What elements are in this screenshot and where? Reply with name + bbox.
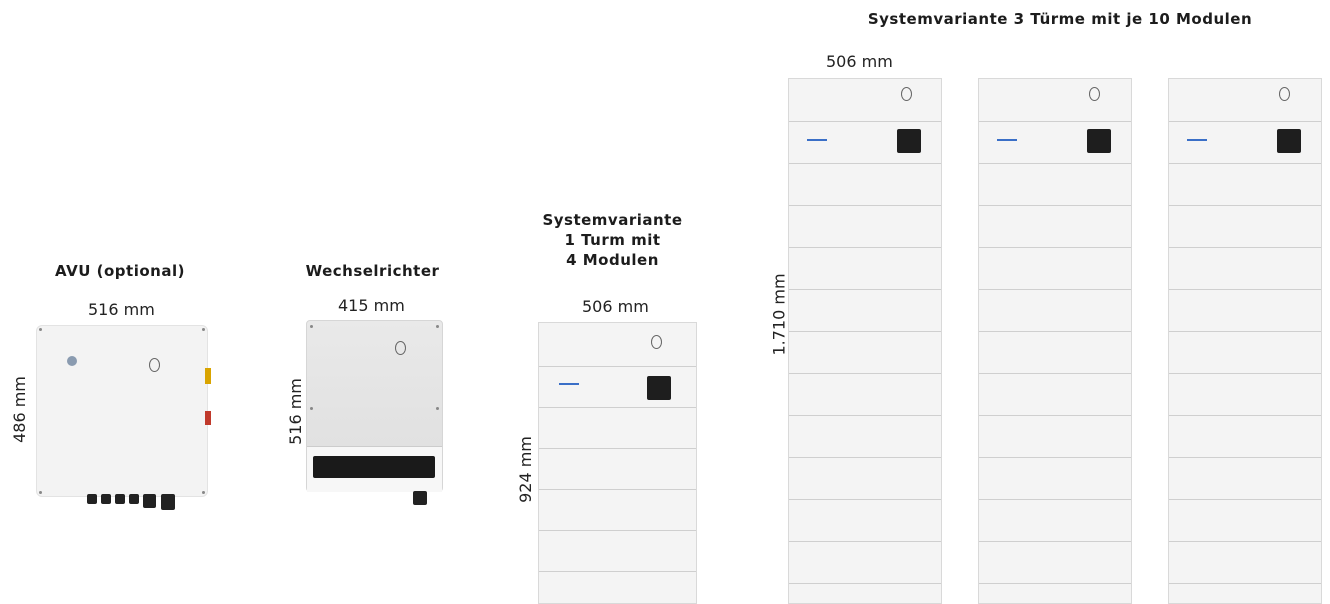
brand-logo-icon [1089,87,1100,101]
brand-logo-icon [651,335,662,349]
inverter-display-panel [313,456,435,478]
switch-handle [897,129,921,153]
brand-logo-icon [901,87,912,101]
avu-height-label: 486 mm [9,376,29,443]
inverter-unit [306,320,443,505]
brand-logo-icon [1279,87,1290,101]
brand-logo-icon [149,358,160,372]
variant1-title: Systemvariante 1 Turm mit 4 Modulen [542,211,683,269]
switch-handle [1277,129,1301,153]
status-stripe [997,139,1017,141]
tower3-height-label: 1.710 mm [769,273,789,356]
variant3-title: Systemvariante 3 Türme mit je 10 Modulen [867,10,1253,28]
brand-logo-icon [395,341,406,355]
tower3-width-label: 506 mm [826,52,893,71]
status-stripe [807,139,827,141]
tower3-unit-b [978,78,1132,604]
status-stripe [1187,139,1207,141]
avu-title: AVU (optional) [55,262,185,280]
avu-width-label: 516 mm [88,300,155,319]
tower3-unit-a [788,78,942,604]
inverter-height-label: 516 mm [285,378,305,445]
switch-handle [647,376,671,400]
status-stripe [559,383,579,385]
switch-handle [1087,129,1111,153]
tower1-unit [538,322,697,604]
inverter-width-label: 415 mm [338,296,405,315]
tower1-height-label: 924 mm [515,436,535,503]
tower3-unit-c [1168,78,1322,604]
tower1-width-label: 506 mm [582,297,649,316]
avu-knob [67,356,77,366]
inverter-title: Wechselrichter [305,262,440,280]
avu-unit [36,325,211,510]
avu-connector-yellow [205,368,211,384]
avu-connector-red [205,411,211,425]
